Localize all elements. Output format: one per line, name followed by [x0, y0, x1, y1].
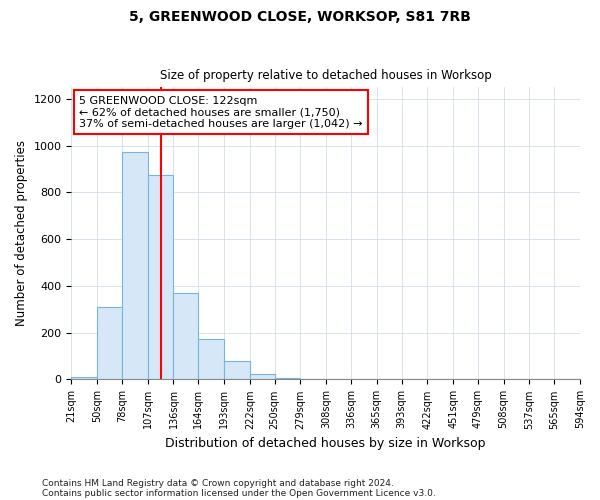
Bar — [275, 378, 301, 380]
Text: 5, GREENWOOD CLOSE, WORKSOP, S81 7RB: 5, GREENWOOD CLOSE, WORKSOP, S81 7RB — [129, 10, 471, 24]
Bar — [122, 152, 148, 380]
Bar — [224, 360, 250, 380]
X-axis label: Distribution of detached houses by size in Worksop: Distribution of detached houses by size … — [166, 437, 486, 450]
Y-axis label: Number of detached properties: Number of detached properties — [15, 140, 28, 326]
Text: Contains HM Land Registry data © Crown copyright and database right 2024.: Contains HM Land Registry data © Crown c… — [42, 478, 394, 488]
Bar — [250, 374, 275, 380]
Bar — [199, 338, 224, 380]
Bar — [148, 175, 173, 380]
Bar — [71, 377, 97, 380]
Bar — [173, 293, 199, 380]
Text: Contains public sector information licensed under the Open Government Licence v3: Contains public sector information licen… — [42, 488, 436, 498]
Title: Size of property relative to detached houses in Worksop: Size of property relative to detached ho… — [160, 69, 491, 82]
Bar — [97, 307, 122, 380]
Text: 5 GREENWOOD CLOSE: 122sqm
← 62% of detached houses are smaller (1,750)
37% of se: 5 GREENWOOD CLOSE: 122sqm ← 62% of detac… — [79, 96, 363, 128]
